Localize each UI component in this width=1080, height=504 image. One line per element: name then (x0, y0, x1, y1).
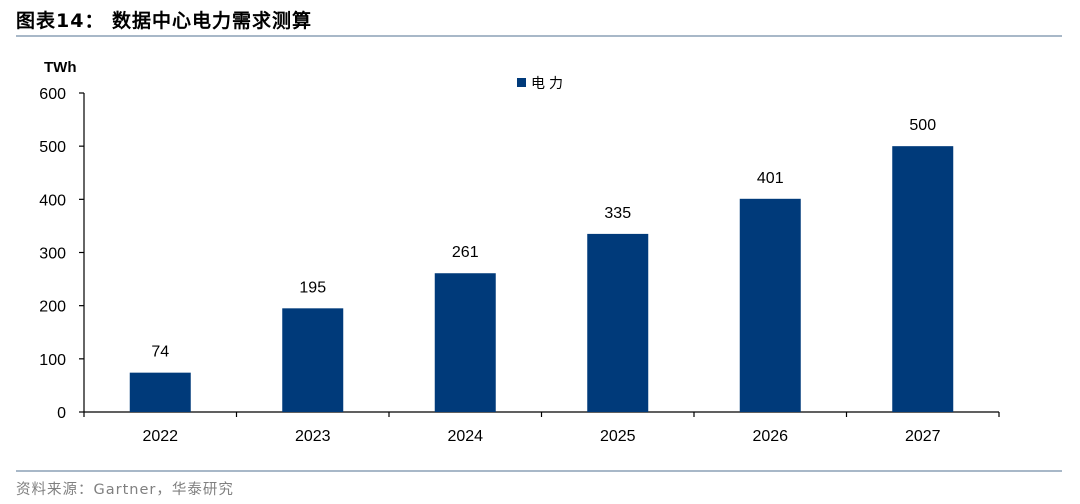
bar-2023 (282, 308, 344, 412)
x-tick-label: 2023 (295, 428, 331, 445)
legend-label: 电力 (531, 76, 567, 92)
data-label: 195 (299, 279, 326, 296)
x-tick-label: 2026 (752, 428, 788, 445)
data-label: 261 (452, 244, 479, 261)
y-tick-label: 500 (39, 139, 66, 156)
x-tick-label: 2022 (142, 428, 178, 445)
data-label: 500 (909, 117, 936, 134)
x-tick-label: 2027 (905, 428, 941, 445)
y-tick-label: 0 (57, 405, 66, 422)
data-label: 401 (757, 170, 784, 187)
y-tick-label: 300 (39, 246, 66, 263)
y-tick-label: 200 (39, 299, 66, 316)
bars (129, 146, 954, 412)
y-axis: 0 100 200 300 400 500 600 (39, 86, 85, 422)
y-tick-label: 400 (39, 192, 66, 209)
legend-swatch (517, 78, 526, 87)
bar-2022 (129, 372, 191, 412)
x-tick-label: 2025 (600, 428, 636, 445)
bar-2024 (434, 273, 496, 412)
y-tick-label: 100 (39, 352, 66, 369)
data-label: 74 (151, 344, 169, 361)
value-labels: 74 195 261 335 401 500 (151, 117, 936, 360)
y-axis-unit-label: TWh (44, 59, 76, 76)
bar-2025 (587, 233, 649, 412)
source-note: 资料来源：Gartner，华泰研究 (16, 482, 234, 498)
title-divider (16, 35, 1062, 37)
bar-2026 (739, 198, 801, 412)
x-axis: 2022 2023 2024 2025 2026 2027 (83, 411, 1000, 445)
bar-2027 (892, 146, 954, 412)
source-divider (16, 470, 1062, 472)
figure-title: 图表14： 数据中心电力需求测算 (16, 10, 313, 32)
x-tick-label: 2024 (447, 428, 483, 445)
data-label: 335 (604, 205, 631, 222)
y-tick-label: 600 (39, 86, 66, 103)
legend: 电力 (517, 76, 567, 92)
